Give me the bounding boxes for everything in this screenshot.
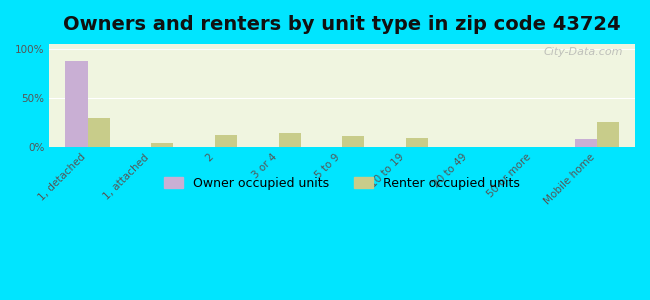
Bar — [406, 138, 428, 147]
Bar — [597, 122, 619, 147]
Legend: Owner occupied units, Renter occupied units: Owner occupied units, Renter occupied un… — [159, 172, 525, 195]
Bar — [215, 135, 237, 147]
Bar — [342, 136, 365, 147]
Text: City-Data.com: City-Data.com — [544, 47, 623, 57]
Bar — [151, 143, 174, 147]
Title: Owners and renters by unit type in zip code 43724: Owners and renters by unit type in zip c… — [63, 15, 621, 34]
Bar — [88, 118, 110, 147]
Bar — [65, 61, 88, 147]
Bar — [278, 134, 301, 147]
Bar — [575, 139, 597, 147]
